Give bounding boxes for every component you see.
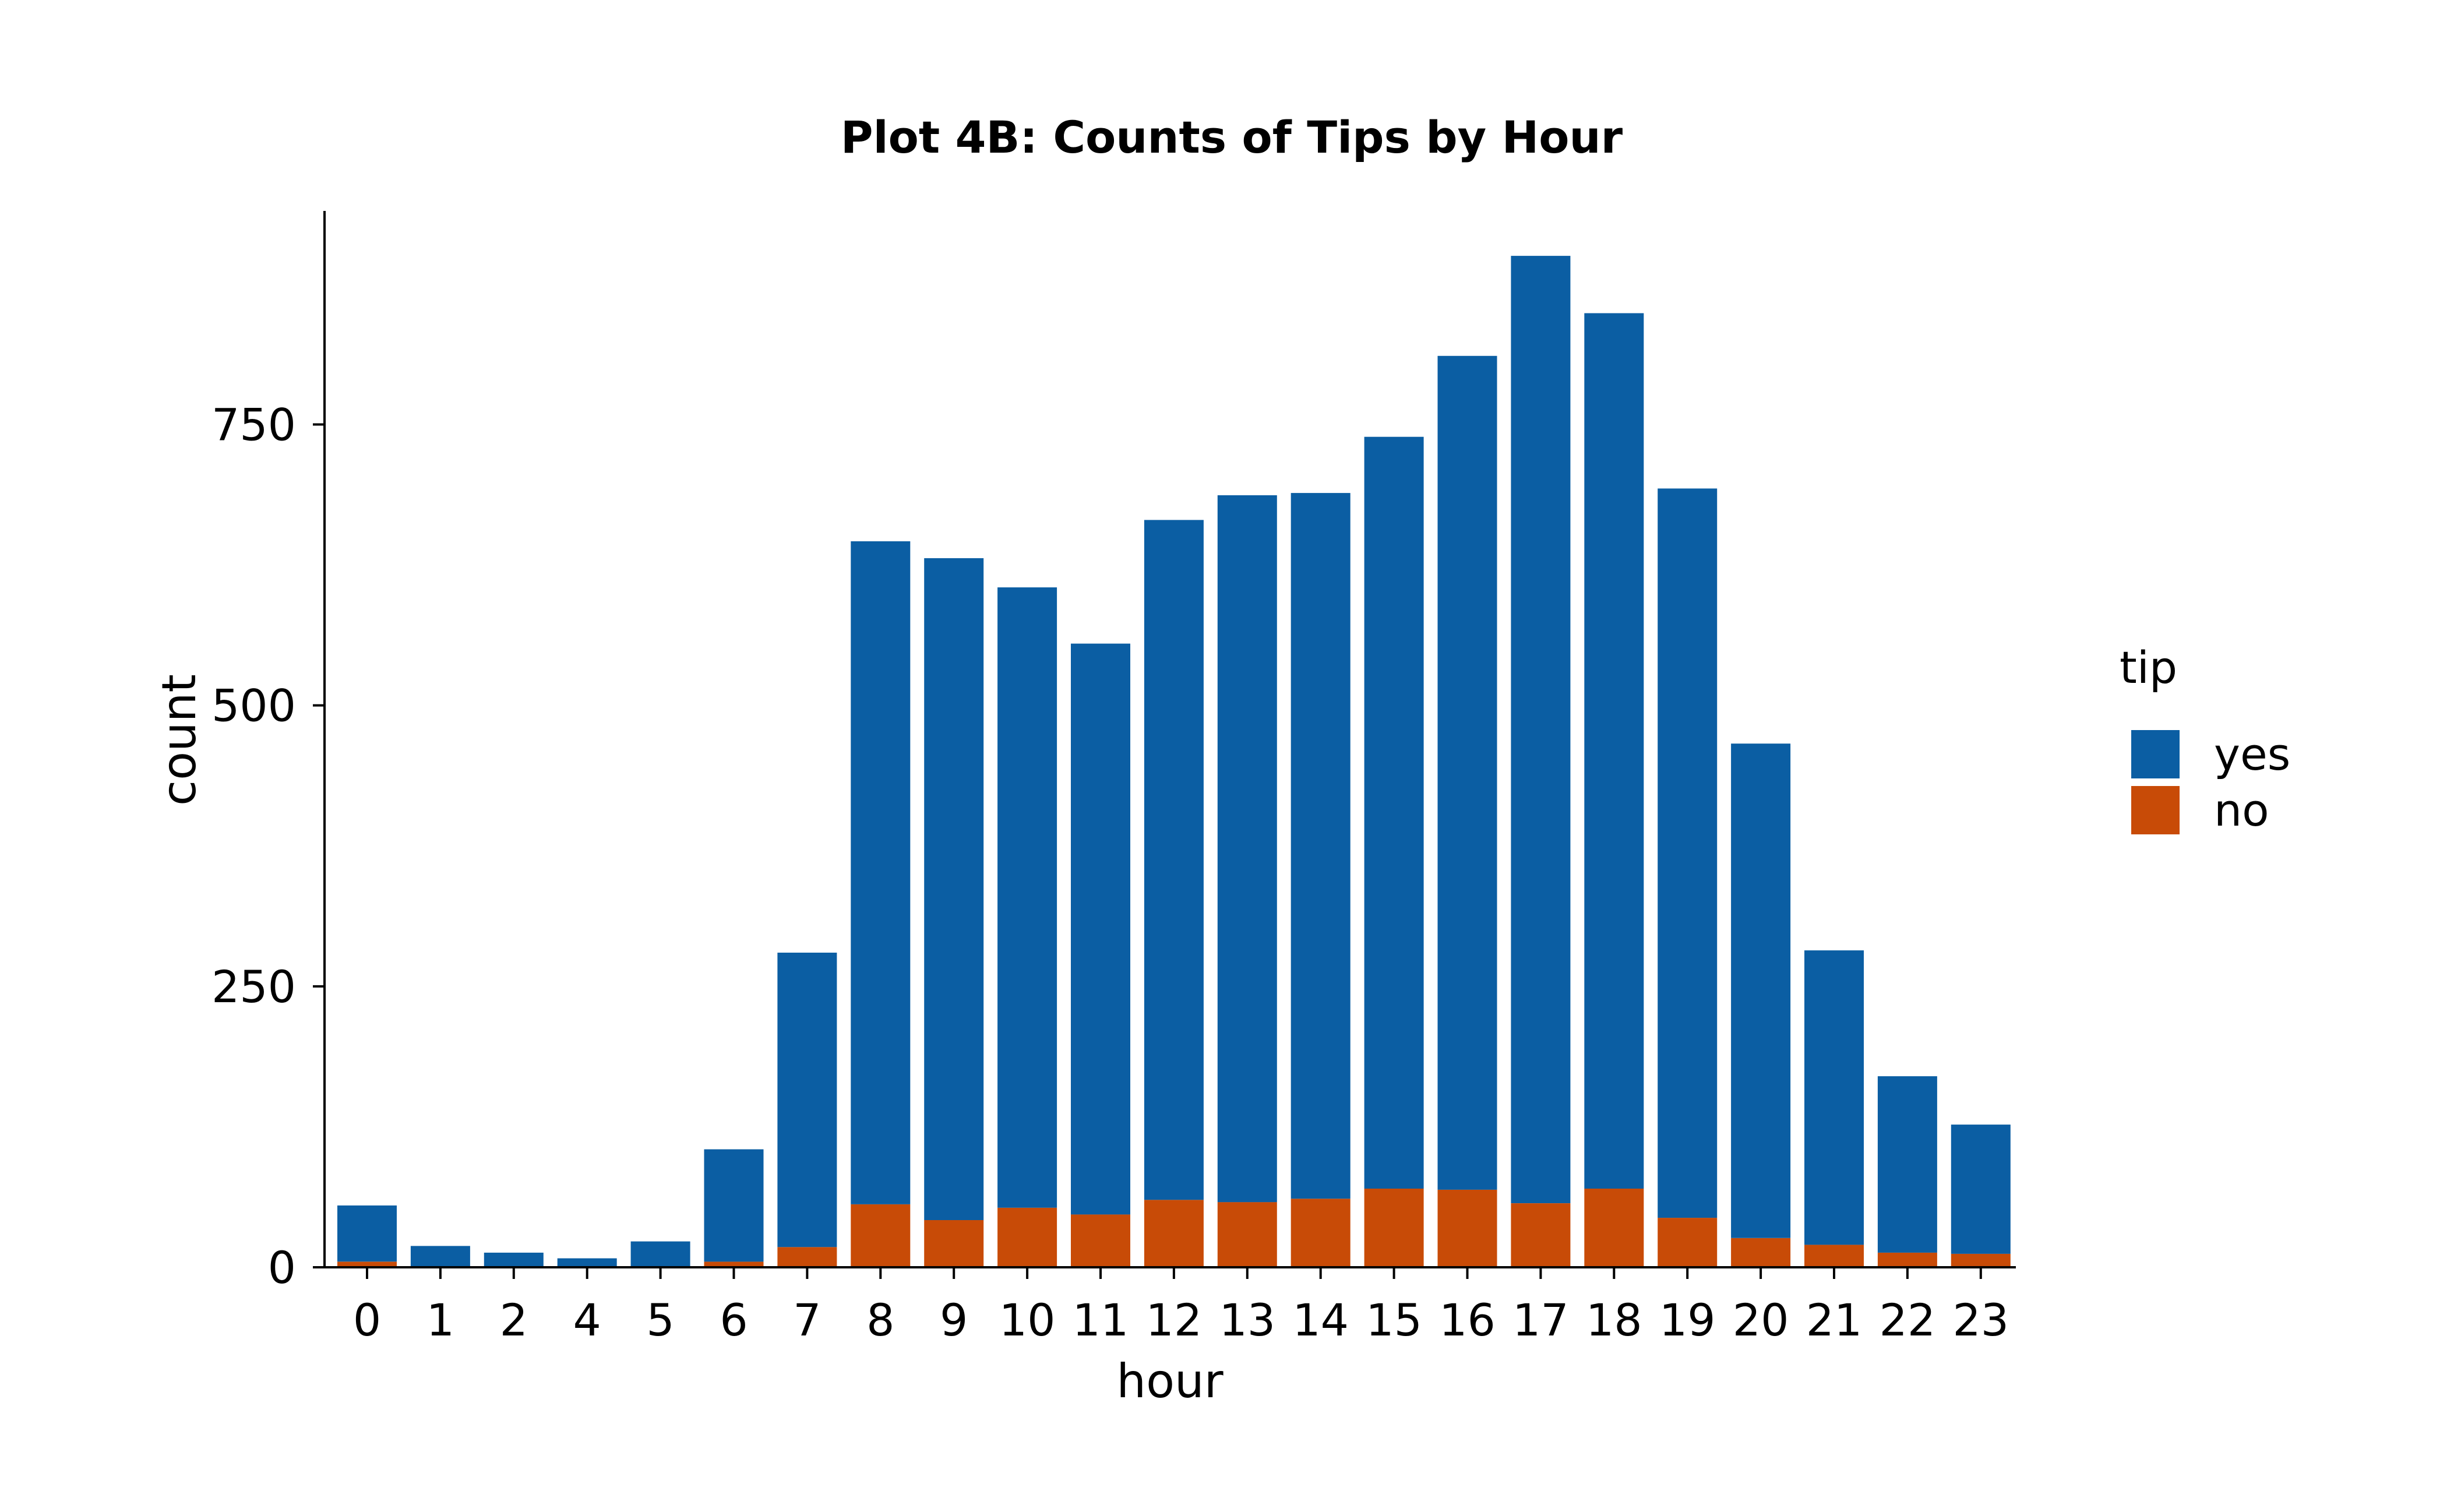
x-tick-label: 19 <box>1659 1294 1716 1346</box>
bar-yes-hour-10 <box>997 587 1057 1208</box>
x-tick-label: 21 <box>1806 1294 1863 1346</box>
x-tick-label: 16 <box>1439 1294 1496 1346</box>
x-tick-label: 8 <box>866 1294 894 1346</box>
bar-no-hour-12 <box>1144 1200 1204 1267</box>
legend-label-yes: yes <box>2214 728 2290 780</box>
bar-yes-hour-0 <box>337 1205 397 1262</box>
legend-label-no: no <box>2214 784 2269 836</box>
bar-no-hour-23 <box>1951 1253 2011 1267</box>
bar-yes-hour-9 <box>924 558 984 1220</box>
bar-yes-hour-11 <box>1071 643 1130 1215</box>
x-tick-label: 1 <box>426 1294 454 1346</box>
x-tick-label: 7 <box>793 1294 821 1346</box>
x-tick-label: 11 <box>1073 1294 1129 1346</box>
bar-yes-hour-14 <box>1291 493 1351 1199</box>
x-tick-label: 13 <box>1219 1294 1275 1346</box>
bar-no-hour-22 <box>1877 1252 1937 1267</box>
x-tick-label: 22 <box>1880 1294 1936 1346</box>
bar-no-hour-20 <box>1731 1238 1791 1267</box>
bar-no-hour-18 <box>1584 1189 1644 1267</box>
x-tick-label: 14 <box>1292 1294 1349 1346</box>
bar-yes-hour-5 <box>630 1241 690 1266</box>
bar-no-hour-14 <box>1291 1199 1351 1267</box>
x-tick-label: 15 <box>1366 1294 1422 1346</box>
x-tick-label: 9 <box>940 1294 968 1346</box>
y-tick-label: 0 <box>268 1242 296 1294</box>
x-tick-label: 6 <box>720 1294 748 1346</box>
bar-yes-hour-13 <box>1217 495 1277 1203</box>
bar-yes-hour-22 <box>1877 1076 1937 1253</box>
x-tick-label: 0 <box>353 1294 381 1346</box>
bar-yes-hour-19 <box>1658 488 1718 1218</box>
x-tick-label: 18 <box>1586 1294 1642 1346</box>
bar-no-hour-9 <box>924 1220 984 1267</box>
bar-no-hour-7 <box>777 1247 837 1267</box>
bar-yes-hour-6 <box>704 1149 764 1262</box>
bar-no-hour-8 <box>851 1204 911 1267</box>
x-tick-label: 4 <box>573 1294 601 1346</box>
bar-no-hour-15 <box>1364 1189 1424 1267</box>
bar-yes-hour-21 <box>1804 950 1864 1245</box>
bar-yes-hour-16 <box>1437 355 1497 1190</box>
bar-yes-hour-18 <box>1584 313 1644 1189</box>
x-tick-label: 23 <box>1952 1294 2009 1346</box>
bar-yes-hour-20 <box>1731 743 1791 1238</box>
y-axis-title: count <box>152 674 206 806</box>
x-tick-label: 10 <box>999 1294 1056 1346</box>
bar-yes-hour-4 <box>557 1258 617 1267</box>
bar-no-hour-13 <box>1217 1202 1277 1267</box>
bar-yes-hour-15 <box>1364 436 1424 1189</box>
y-tick-label: 250 <box>211 961 296 1013</box>
x-tick-label: 20 <box>1733 1294 1789 1346</box>
y-tick-label: 500 <box>211 680 296 732</box>
bars-group <box>337 256 2011 1267</box>
y-ticks-group: 0 250 500 750 <box>211 399 325 1294</box>
bar-yes-hour-23 <box>1951 1125 2011 1254</box>
y-tick-label: 750 <box>211 399 296 450</box>
bar-no-hour-17 <box>1511 1203 1571 1267</box>
x-tick-label: 12 <box>1146 1294 1203 1346</box>
chart-title: Plot 4B: Counts of Tips by Hour <box>841 111 1623 163</box>
x-axis-title: hour <box>1116 1354 1223 1408</box>
x-tick-label: 2 <box>500 1294 528 1346</box>
legend-swatch-yes <box>2131 730 2180 778</box>
bar-no-hour-6 <box>704 1261 764 1267</box>
bar-yes-hour-2 <box>484 1252 544 1267</box>
bar-yes-hour-17 <box>1511 256 1571 1204</box>
bar-no-hour-0 <box>337 1261 397 1267</box>
x-tick-label: 17 <box>1512 1294 1569 1346</box>
bar-no-hour-10 <box>997 1207 1057 1267</box>
bar-yes-hour-8 <box>851 541 911 1204</box>
bar-yes-hour-12 <box>1144 520 1204 1200</box>
bar-yes-hour-7 <box>777 953 837 1247</box>
bar-no-hour-19 <box>1658 1218 1718 1267</box>
x-ticks-group: 0 1 2 4 5 6 7 8 9 10 11 12 13 14 15 16 17 18 19 20 21 22 23 <box>353 1267 2009 1346</box>
bar-no-hour-21 <box>1804 1245 1864 1267</box>
bar-no-hour-16 <box>1437 1189 1497 1267</box>
legend-title: tip <box>2120 642 2177 693</box>
bar-no-hour-11 <box>1071 1214 1130 1267</box>
x-tick-label: 5 <box>646 1294 674 1346</box>
bar-yes-hour-1 <box>410 1246 470 1267</box>
legend-swatch-no <box>2131 786 2180 834</box>
